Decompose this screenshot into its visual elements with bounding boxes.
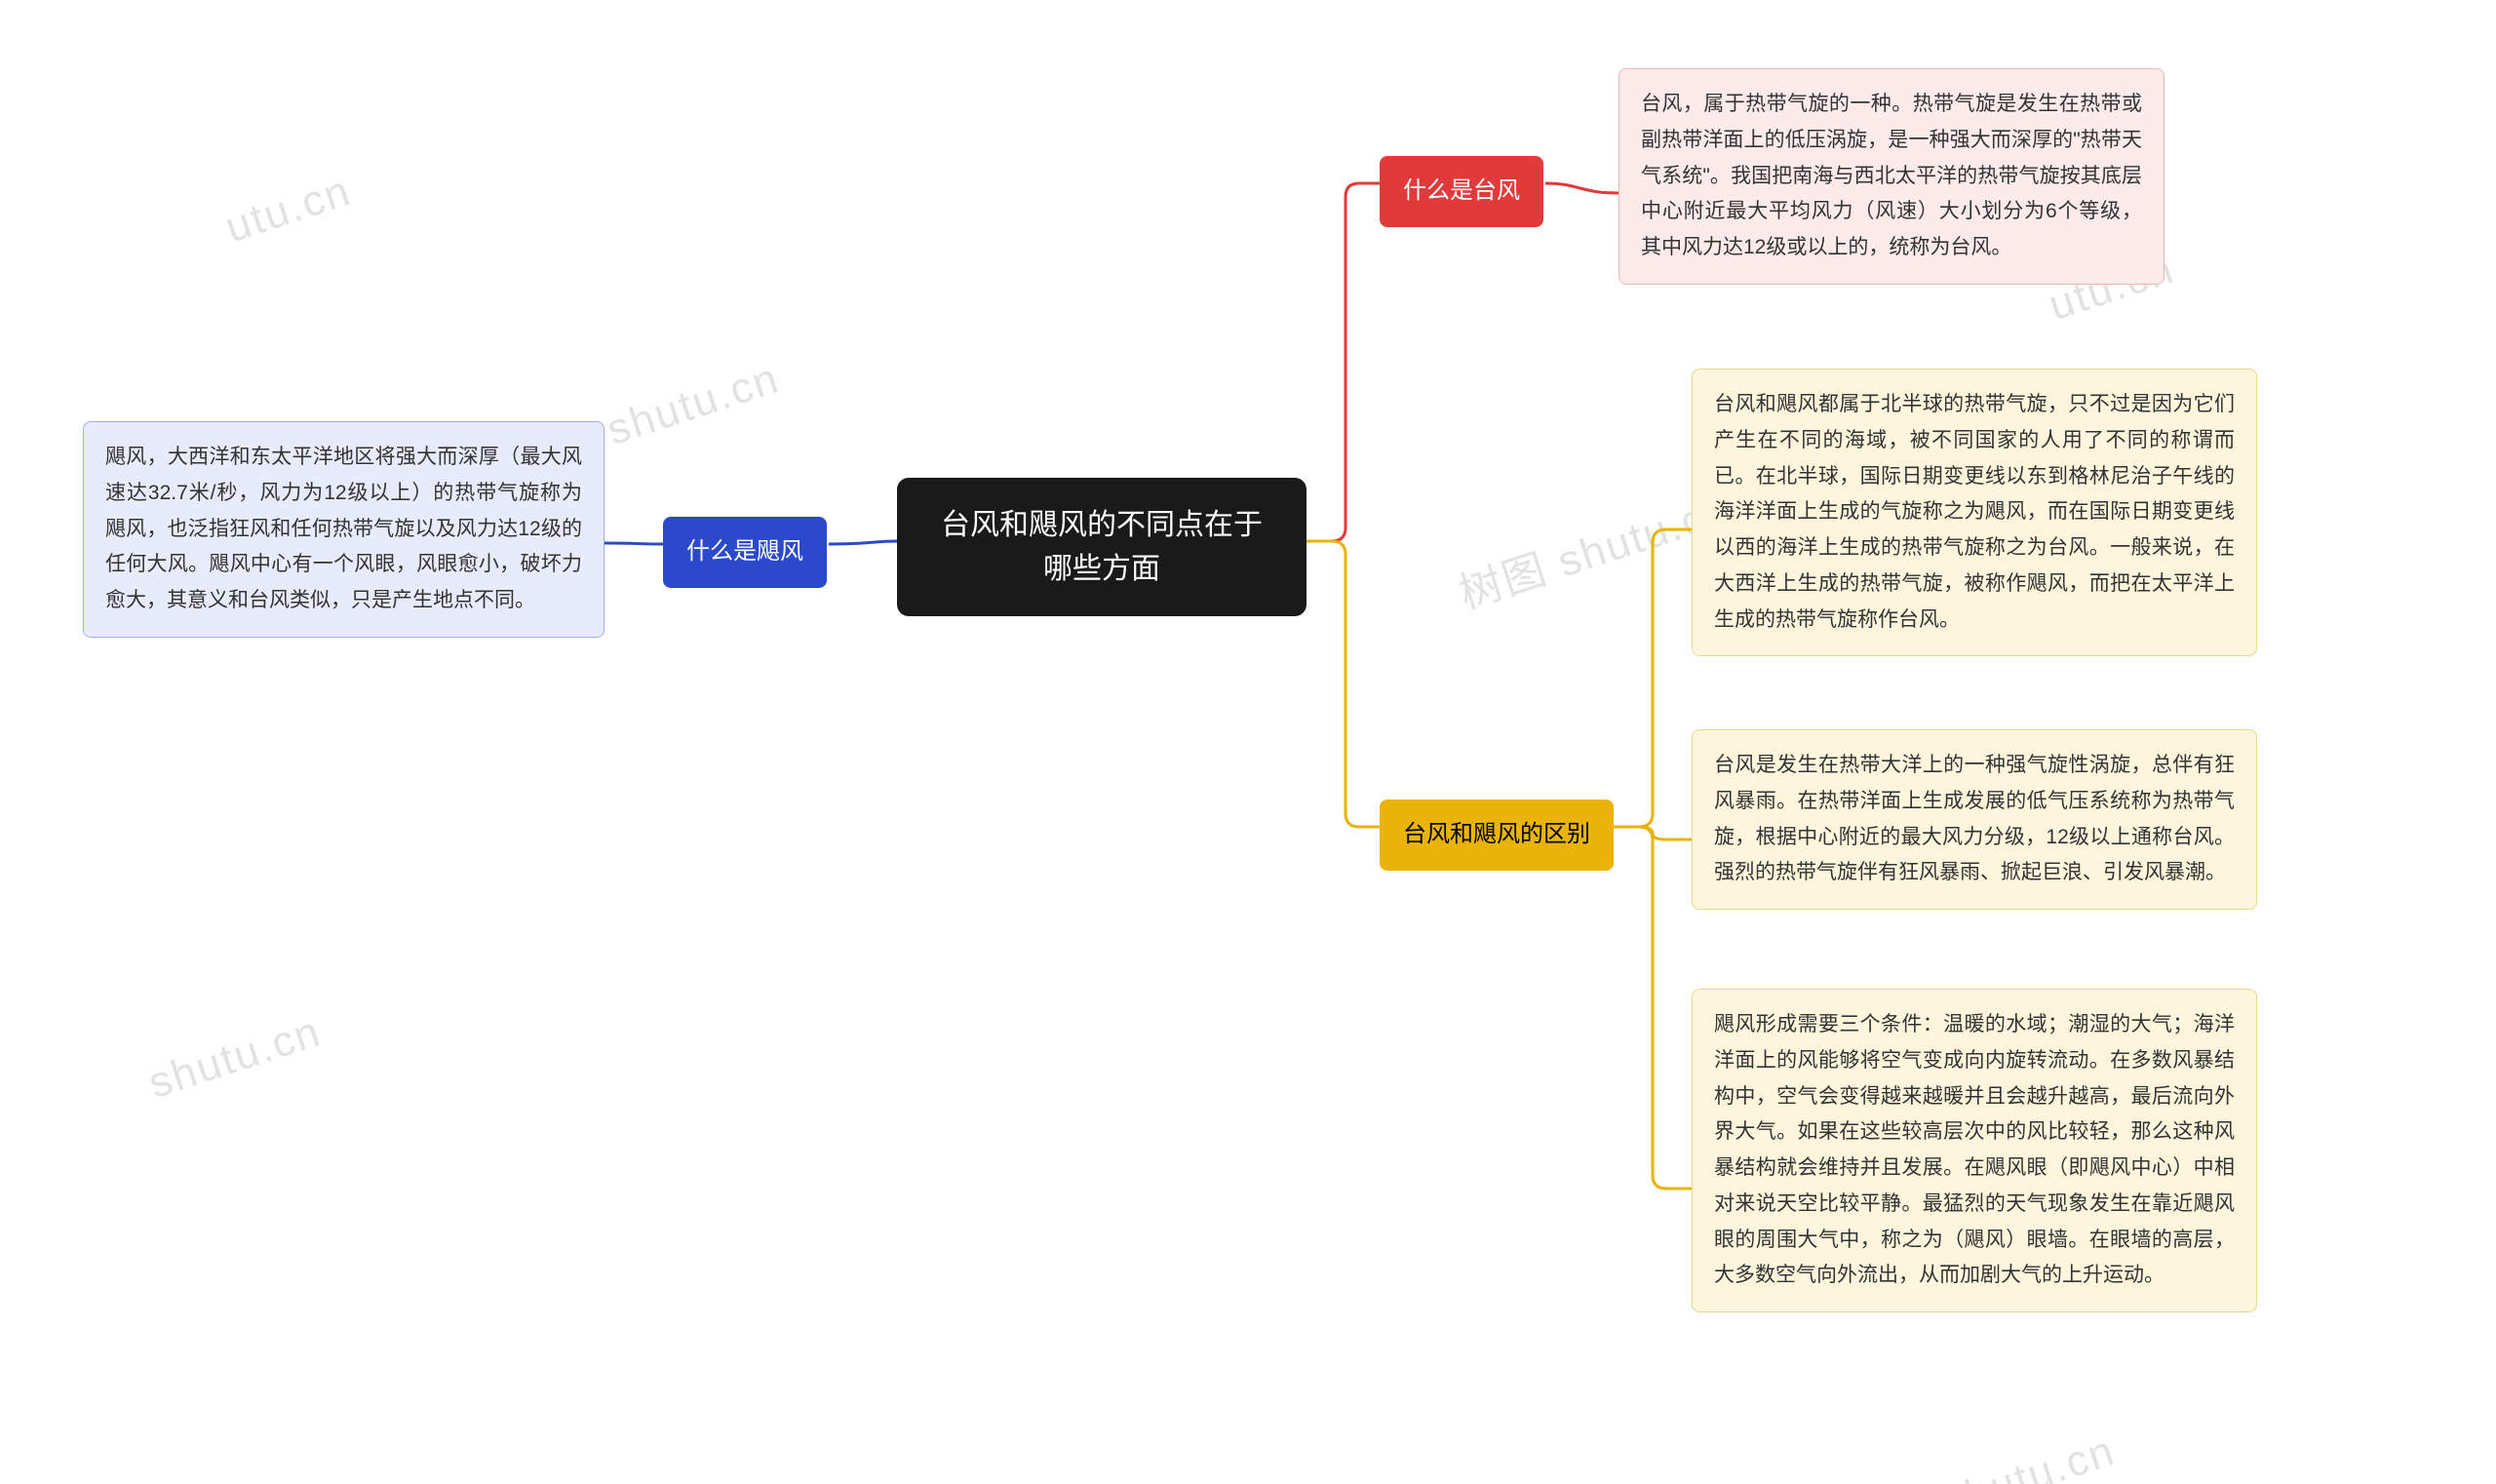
watermark-text: utu.cn [220, 167, 358, 252]
connector-diff-leaf2 [1614, 827, 1692, 840]
root-label: 台风和飓风的不同点在于 哪些方面 [926, 503, 1277, 591]
connector-diff-leaf1 [1614, 529, 1692, 827]
connector-left-leaf [604, 543, 663, 544]
node-typhoon-def-label: 什么是台风 [1403, 177, 1520, 204]
leaf-hurricane-def[interactable]: 飓风，大西洋和东太平洋地区将强大而深厚（最大风速达32.7米/秒，风力为12级以… [83, 421, 604, 638]
watermark: shutu.cn [1937, 1426, 2122, 1484]
leaf-difference-1-text: 台风和飓风都属于北半球的热带气旋，只不过是因为它们产生在不同的海域，被不同国家的… [1714, 393, 2235, 631]
node-difference[interactable]: 台风和飓风的区别 [1380, 800, 1614, 871]
watermark-text: shutu.cn [1937, 1426, 2122, 1484]
leaf-typhoon-def[interactable]: 台风，属于热带气旋的一种。热带气旋是发生在热带或副热带洋面上的低压涡旋，是一种强… [1618, 68, 2164, 285]
connector-root-typhoon [1306, 183, 1380, 541]
connector-root-left [829, 541, 897, 544]
watermark: shutu.cn [602, 354, 786, 455]
watermark-text: shutu.cn [602, 354, 786, 454]
leaf-difference-3[interactable]: 飓风形成需要三个条件：温暖的水域；潮湿的大气；海洋洋面上的风能够将空气变成向内旋… [1692, 989, 2257, 1312]
node-difference-label: 台风和飓风的区别 [1403, 821, 1590, 847]
connector-root-diff [1306, 541, 1380, 827]
watermark: utu.cn [220, 167, 358, 253]
watermark: shutu.cn [143, 1007, 328, 1109]
watermark-text: shutu.cn [143, 1007, 328, 1108]
connector-typhoon-leaf [1545, 183, 1618, 193]
root-node[interactable]: 台风和飓风的不同点在于 哪些方面 [897, 478, 1306, 616]
node-typhoon-def[interactable]: 什么是台风 [1380, 156, 1543, 227]
node-hurricane-def-label: 什么是飓风 [686, 538, 803, 565]
leaf-difference-2-text: 台风是发生在热带大洋上的一种强气旋性涡旋，总伴有狂风暴雨。在热带洋面上生成发展的… [1714, 754, 2235, 883]
node-hurricane-def[interactable]: 什么是飓风 [663, 517, 827, 588]
leaf-difference-3-text: 飓风形成需要三个条件：温暖的水域；潮湿的大气；海洋洋面上的风能够将空气变成向内旋… [1714, 1013, 2235, 1286]
connector-diff-leaf3 [1614, 827, 1692, 1189]
leaf-typhoon-def-text: 台风，属于热带气旋的一种。热带气旋是发生在热带或副热带洋面上的低压涡旋，是一种强… [1641, 93, 2142, 258]
leaf-difference-1[interactable]: 台风和飓风都属于北半球的热带气旋，只不过是因为它们产生在不同的海域，被不同国家的… [1692, 369, 2257, 656]
leaf-hurricane-def-text: 飓风，大西洋和东太平洋地区将强大而深厚（最大风速达32.7米/秒，风力为12级以… [105, 446, 582, 611]
leaf-difference-2[interactable]: 台风是发生在热带大洋上的一种强气旋性涡旋，总伴有狂风暴雨。在热带洋面上生成发展的… [1692, 729, 2257, 910]
